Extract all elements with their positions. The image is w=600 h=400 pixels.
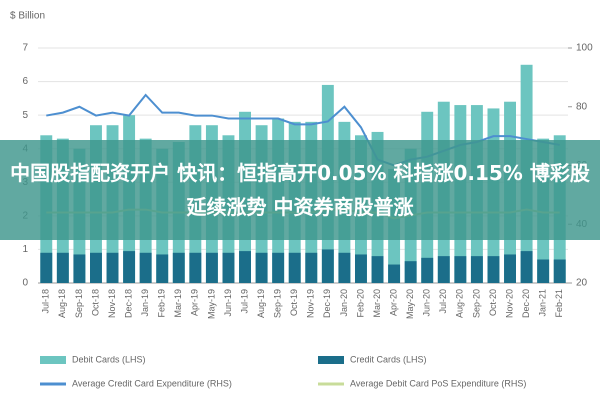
bar xyxy=(255,252,268,283)
bar xyxy=(272,252,285,283)
x-tick-label: Feb-20 xyxy=(355,289,365,318)
x-tick-label: Sep-18 xyxy=(74,289,84,318)
y-tick-label: 6 xyxy=(22,76,28,87)
bar xyxy=(90,252,102,283)
bar xyxy=(73,254,86,283)
x-tick-label: Oct-18 xyxy=(90,289,100,316)
bar xyxy=(355,254,367,283)
y-tick-label: 7 xyxy=(22,43,28,54)
x-tick-label: Jul-20 xyxy=(438,289,448,314)
bar xyxy=(123,251,136,283)
x-tick-label: Jan-20 xyxy=(339,289,349,317)
x-tick-label: Jul-19 xyxy=(239,289,249,314)
x-tick-label: Dec-20 xyxy=(521,289,531,318)
x-tick-label: Aug-20 xyxy=(455,289,465,318)
x-tick-label: Apr-20 xyxy=(388,289,398,316)
bar xyxy=(504,254,516,283)
bar xyxy=(239,251,251,283)
legend-label: Average Credit Card Expenditure (RHS) xyxy=(72,378,232,388)
x-tick-label: Jun-19 xyxy=(223,289,233,317)
x-tick-label: Jan-19 xyxy=(140,289,150,317)
x-tick-label: Jan-21 xyxy=(538,289,548,317)
bar xyxy=(520,251,533,283)
bar xyxy=(437,256,450,283)
bar xyxy=(454,256,467,283)
x-tick-label: Jun-20 xyxy=(422,289,432,317)
bar xyxy=(288,252,301,283)
x-tick-label: Sep-20 xyxy=(471,289,481,318)
x-tick-label: May-20 xyxy=(405,289,415,319)
legend-swatch xyxy=(40,356,66,364)
bar xyxy=(321,249,334,283)
bar xyxy=(222,252,235,283)
bar xyxy=(338,252,351,283)
x-tick-label: Nov-19 xyxy=(306,289,316,318)
x-tick-label: Dec-19 xyxy=(322,289,332,318)
legend-label: Average Debit Card PoS Expenditure (RHS) xyxy=(350,378,526,388)
y-tick-label: 1 xyxy=(22,244,28,255)
bar xyxy=(305,252,318,283)
x-tick-label: Oct-20 xyxy=(488,289,498,316)
bar xyxy=(56,252,69,283)
x-tick-label: Feb-21 xyxy=(554,289,564,318)
bar xyxy=(172,252,185,283)
x-tick-label: Feb-19 xyxy=(157,289,167,318)
x-tick-label: Nov-20 xyxy=(504,289,514,318)
y2-tick-label: 80 xyxy=(576,101,588,112)
bar xyxy=(40,252,53,283)
bar xyxy=(205,252,218,283)
legend-label: Credit Cards (LHS) xyxy=(350,354,427,364)
y2-tick-label: 20 xyxy=(576,278,588,289)
x-tick-label: Aug-18 xyxy=(57,289,67,318)
bar xyxy=(139,252,152,283)
x-tick-label: Mar-19 xyxy=(173,289,183,318)
bar xyxy=(421,257,434,283)
y-axis-label: $ Billion xyxy=(10,11,45,22)
bar xyxy=(537,259,550,283)
x-tick-label: Aug-19 xyxy=(256,289,266,318)
legend-label: Debit Cards (LHS) xyxy=(72,354,146,364)
bar xyxy=(553,259,566,283)
x-tick-label: Dec-18 xyxy=(123,289,133,318)
x-tick-label: May-19 xyxy=(206,289,216,319)
y-tick-label: 5 xyxy=(22,110,28,121)
x-tick-label: Apr-19 xyxy=(190,289,200,316)
x-tick-label: Jul-18 xyxy=(41,289,51,314)
bar xyxy=(470,256,483,283)
bar xyxy=(156,254,169,283)
legend-swatch xyxy=(318,356,344,364)
overlay-banner: 中国股指配资开户 快讯：恒指高开0.05% 科指涨0.15% 博彩股延续涨势 中… xyxy=(0,140,600,240)
bar xyxy=(106,252,119,283)
x-tick-label: Oct-19 xyxy=(289,289,299,316)
x-tick-label: Nov-18 xyxy=(107,289,117,318)
bar xyxy=(371,256,384,283)
bar xyxy=(487,256,500,283)
bar xyxy=(388,264,401,283)
bar xyxy=(404,261,417,283)
x-tick-label: Sep-19 xyxy=(273,289,283,318)
x-tick-label: Mar-20 xyxy=(372,289,382,318)
y2-tick-label: 100 xyxy=(576,43,593,54)
bar xyxy=(189,252,202,283)
y-tick-label: 0 xyxy=(22,278,28,289)
